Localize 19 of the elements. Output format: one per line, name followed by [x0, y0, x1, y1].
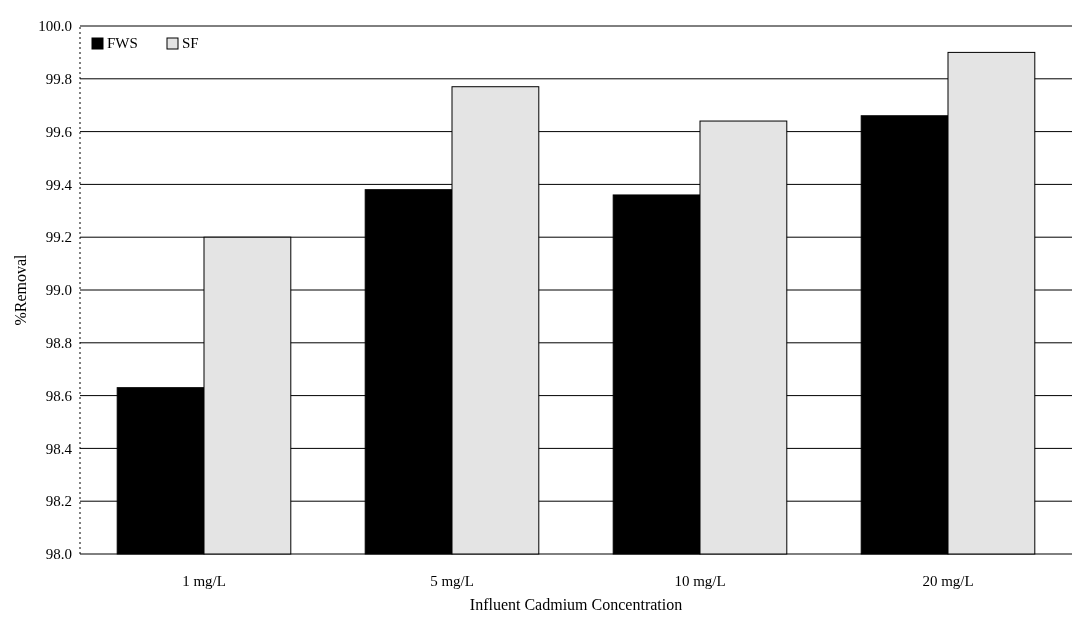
x-tick-label: 1 mg/L: [182, 573, 226, 589]
y-tick-label: 99.4: [45, 176, 73, 193]
y-tick-label: 100.0: [38, 18, 72, 35]
y-tick-label: 98.6: [45, 387, 73, 404]
x-tick-label: 20 mg/L: [922, 573, 974, 589]
x-axis-title: Influent Cadmium Concentration: [469, 596, 683, 613]
y-tick-label: 99.2: [45, 229, 72, 246]
x-tick-label: 5 mg/L: [430, 573, 474, 589]
y-tick-label: 99.6: [45, 123, 73, 140]
y-tick-label: 99.0: [45, 282, 72, 299]
x-tick-label: 10 mg/L: [674, 573, 726, 589]
y-axis-title: %Removal: [12, 253, 29, 326]
legend-label: FWS: [107, 35, 138, 51]
y-tick-label: 99.8: [45, 71, 72, 88]
y-tick-label: 98.0: [45, 546, 72, 563]
y-tick-label: 98.4: [45, 440, 73, 457]
y-tick-label: 98.8: [45, 335, 72, 352]
y-tick-label: 98.2: [45, 493, 72, 510]
legend-label: SF: [182, 35, 199, 51]
